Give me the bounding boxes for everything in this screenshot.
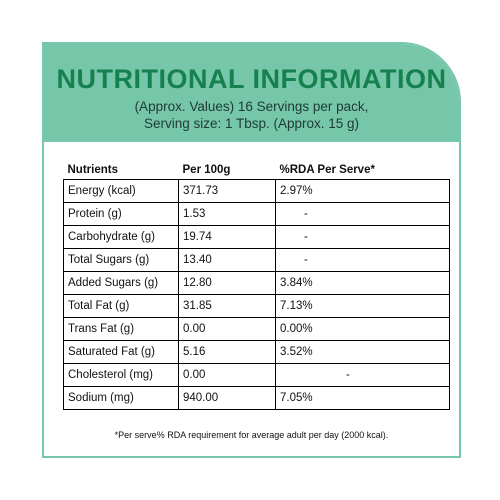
- table-row: Protein (g) 1.53-: [63, 202, 450, 226]
- column-header-rda: %RDA Per Serve*: [275, 160, 450, 180]
- per-100g-value: 31.85: [178, 294, 276, 318]
- table-row: Trans Fat (g) 0.00 0.00%: [63, 317, 450, 341]
- column-header-nutrients: Nutrients: [63, 160, 179, 180]
- per-100g-value: 1.53: [178, 202, 276, 226]
- rda-value: 7.05%: [275, 386, 450, 410]
- nutrient-name: Carbohydrate (g): [63, 225, 179, 249]
- nutrient-name: Energy (kcal): [63, 179, 179, 203]
- subtitle-line-2: Serving size: 1 Tbsp. (Approx. 15 g): [143, 116, 360, 131]
- nutrient-name: Saturated Fat (g): [63, 340, 179, 364]
- table-row: Total Sugars (g) 13.40-: [63, 248, 450, 272]
- nutrition-table: Nutrients Per 100g %RDA Per Serve* Energ…: [63, 160, 450, 410]
- nutrient-name: Sodium (mg): [63, 386, 179, 410]
- rda-value: -: [275, 225, 450, 249]
- table-row: Added Sugars (g) 12.80 3.84%: [63, 271, 450, 295]
- table-row: Saturated Fat (g) 5.16 3.52%: [63, 340, 450, 364]
- rda-value: -: [275, 248, 450, 272]
- table-row: Total Fat (g) 31.85 7.13%: [63, 294, 450, 318]
- per-100g-value: 0.00: [178, 363, 276, 387]
- nutrient-name: Added Sugars (g): [63, 271, 179, 295]
- per-100g-value: 371.73: [178, 179, 276, 203]
- nutrient-name: Total Sugars (g): [63, 248, 179, 272]
- table-row: Energy (kcal) 371.73 2.97%: [63, 179, 450, 203]
- rda-value: 2.97%: [275, 179, 450, 203]
- rda-value: 0.00%: [275, 317, 450, 341]
- rda-value: -: [275, 363, 450, 387]
- footnote: *Per serve% RDA requirement for average …: [114, 430, 389, 440]
- column-header-per-100g: Per 100g: [178, 160, 276, 180]
- table-row: Sodium (mg) 940.00 7.05%: [63, 386, 450, 410]
- rda-value: -: [275, 202, 450, 226]
- rda-value: 7.13%: [275, 294, 450, 318]
- table-body: Energy (kcal) 371.73 2.97% Protein (g) 1.53-…: [63, 179, 450, 410]
- nutrient-name: Protein (g): [63, 202, 179, 226]
- subtitle-line-1: (Approx. Values) 16 Servings per pack,: [134, 99, 369, 114]
- per-100g-value: 0.00: [178, 317, 276, 341]
- card-header: NUTRITIONAL INFORMATION (Approx. Values)…: [44, 44, 459, 142]
- table-row: Carbohydrate (g) 19.74-: [63, 225, 450, 249]
- rda-value: 3.84%: [275, 271, 450, 295]
- nutrient-name: Trans Fat (g): [63, 317, 179, 341]
- per-100g-value: 12.80: [178, 271, 276, 295]
- nutrition-card: NUTRITIONAL INFORMATION (Approx. Values)…: [42, 42, 461, 458]
- per-100g-value: 13.40: [178, 248, 276, 272]
- table-row: Cholesterol (mg) 0.00-: [63, 363, 450, 387]
- rda-value: 3.52%: [275, 340, 450, 364]
- nutrient-name: Total Fat (g): [63, 294, 179, 318]
- card-title: NUTRITIONAL INFORMATION: [56, 64, 447, 94]
- nutrient-name: Cholesterol (mg): [63, 363, 179, 387]
- table-header-row: Nutrients Per 100g %RDA Per Serve*: [63, 160, 450, 180]
- per-100g-value: 940.00: [178, 386, 276, 410]
- per-100g-value: 19.74: [178, 225, 276, 249]
- per-100g-value: 5.16: [178, 340, 276, 364]
